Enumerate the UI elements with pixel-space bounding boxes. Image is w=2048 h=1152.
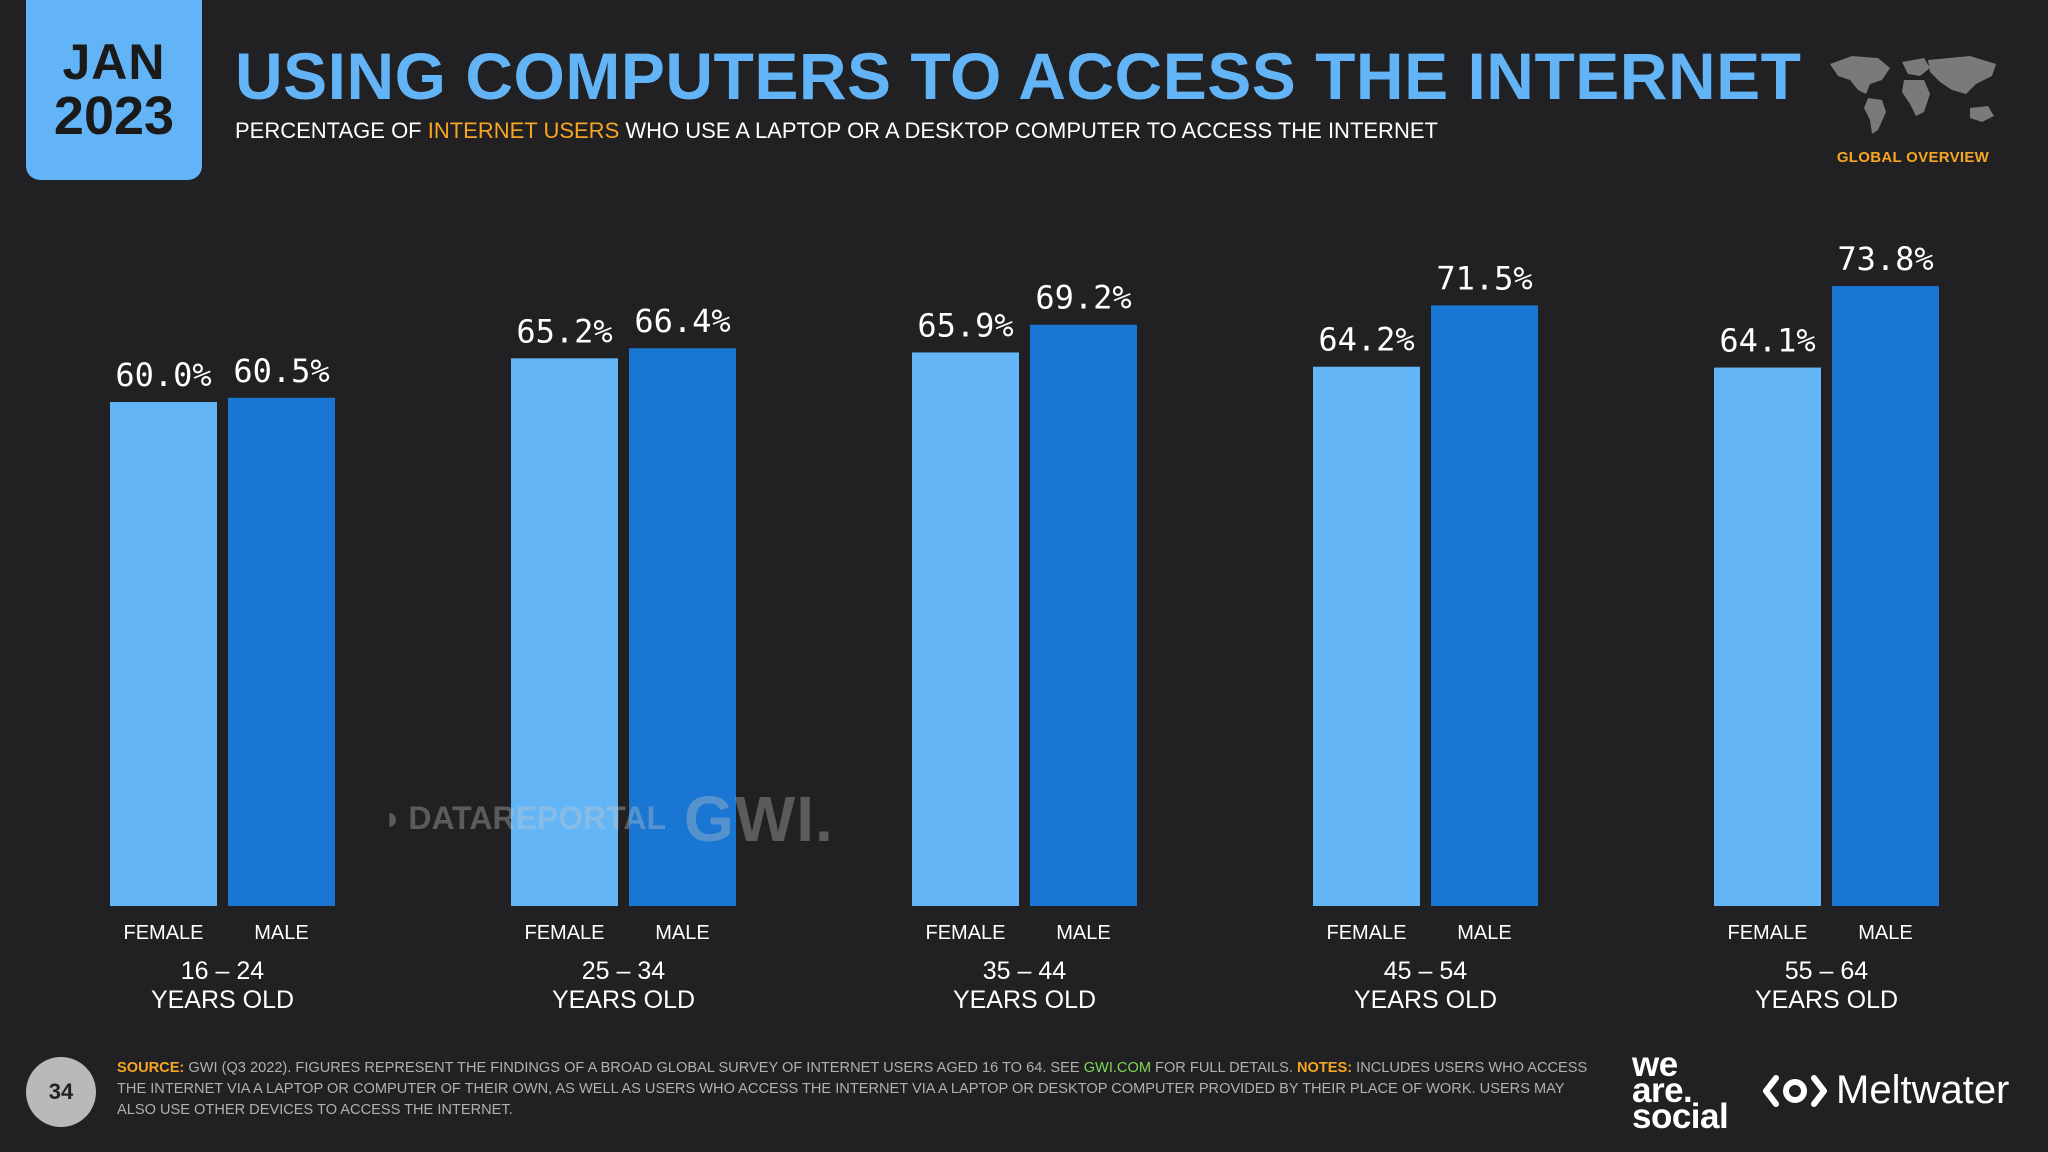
subtitle-post: WHO USE A LAPTOP OR A DESKTOP COMPUTER T… — [619, 118, 1438, 143]
category-label: YEARS OLD — [1354, 986, 1497, 1014]
bar-male-4 — [1832, 286, 1939, 907]
notes-text: INCLUDES USERS WHO ACCESS THE INTERNET V… — [117, 1060, 1588, 1118]
bar-female-4 — [1714, 367, 1821, 906]
subtitle-highlight: INTERNET USERS — [427, 118, 620, 143]
bar-female-3 — [1313, 366, 1420, 907]
we-are-social-logo: we are. social — [1632, 1045, 1729, 1136]
source-label: SOURCE: — [117, 1060, 185, 1076]
datareportal-text: DATAREPORTAL — [408, 800, 667, 836]
meltwater-icon — [1763, 1074, 1827, 1107]
was-line-2: are. — [1632, 1071, 1693, 1110]
bar-male-1 — [629, 348, 736, 906]
category-label: 35 – 44 — [983, 957, 1067, 985]
category-label: 16 – 24 — [181, 957, 265, 985]
date-year: 2023 — [53, 86, 175, 146]
datareportal-icon: ◗ — [383, 800, 403, 836]
footnote: SOURCE: GWI (Q3 2022). FIGURES REPRESENT… — [117, 1058, 1597, 1121]
datareportal-watermark: ◗ DATAREPORTAL — [383, 800, 666, 837]
series-label: MALE — [1457, 922, 1511, 944]
data-label: 65.9% — [917, 306, 1013, 344]
source-text: GWI (Q3 2022). FIGURES REPRESENT THE FIN… — [184, 1060, 1084, 1076]
series-label: FEMALE — [1727, 922, 1807, 944]
page-title: USING COMPUTERS TO ACCESS THE INTERNET — [235, 39, 1802, 113]
data-label: 71.5% — [1436, 259, 1532, 297]
bar-female-1 — [511, 358, 618, 906]
meltwater-logo: Meltwater — [1762, 1068, 2009, 1113]
was-line-1: we — [1632, 1045, 1678, 1084]
bar-male-0 — [228, 397, 335, 906]
category-label: YEARS OLD — [151, 986, 294, 1014]
category-label: YEARS OLD — [1755, 986, 1898, 1014]
category-label: YEARS OLD — [552, 986, 695, 1014]
category-label: YEARS OLD — [953, 986, 1096, 1014]
series-label: FEMALE — [123, 922, 203, 944]
data-label: 64.1% — [1719, 322, 1815, 360]
series-label: MALE — [655, 922, 709, 944]
notes-label: NOTES: — [1296, 1060, 1353, 1076]
region-label: GLOBAL OVERVIEW — [1836, 149, 1990, 166]
gwi-watermark: GWI. — [684, 783, 834, 855]
series-label: FEMALE — [524, 922, 604, 944]
data-label: 73.8% — [1837, 240, 1933, 278]
page-number: 34 — [26, 1057, 96, 1127]
bar-female-2 — [912, 352, 1019, 906]
category-label: 25 – 34 — [582, 957, 666, 985]
data-label: 69.2% — [1035, 279, 1131, 317]
series-label: MALE — [254, 922, 308, 944]
date-month: JAN — [62, 34, 166, 90]
series-label: FEMALE — [925, 922, 1005, 944]
series-label: MALE — [1858, 922, 1912, 944]
world-map-icon — [1830, 56, 1996, 134]
data-label: 60.5% — [233, 352, 329, 390]
date-badge: JAN 2023 — [26, 0, 202, 180]
source-after: FOR FULL DETAILS. — [1150, 1060, 1297, 1076]
was-line-3: social — [1632, 1097, 1729, 1136]
category-label: 45 – 54 — [1384, 957, 1468, 985]
meltwater-text: Meltwater — [1836, 1068, 2010, 1112]
bar-male-2 — [1030, 324, 1137, 907]
data-label: 65.2% — [516, 312, 612, 350]
series-label: FEMALE — [1326, 922, 1406, 944]
data-label: 66.4% — [634, 302, 730, 340]
category-label: 55 – 64 — [1785, 957, 1869, 985]
subtitle-pre: PERCENTAGE OF — [235, 118, 428, 143]
bar-female-0 — [110, 402, 217, 906]
data-label: 60.0% — [115, 356, 211, 394]
bar-male-3 — [1431, 305, 1538, 906]
series-label: MALE — [1056, 922, 1110, 944]
source-link[interactable]: GWI.COM — [1083, 1060, 1151, 1076]
data-label: 64.2% — [1318, 321, 1414, 359]
page-subtitle: PERCENTAGE OF INTERNET USERS WHO USE A L… — [235, 118, 1438, 144]
